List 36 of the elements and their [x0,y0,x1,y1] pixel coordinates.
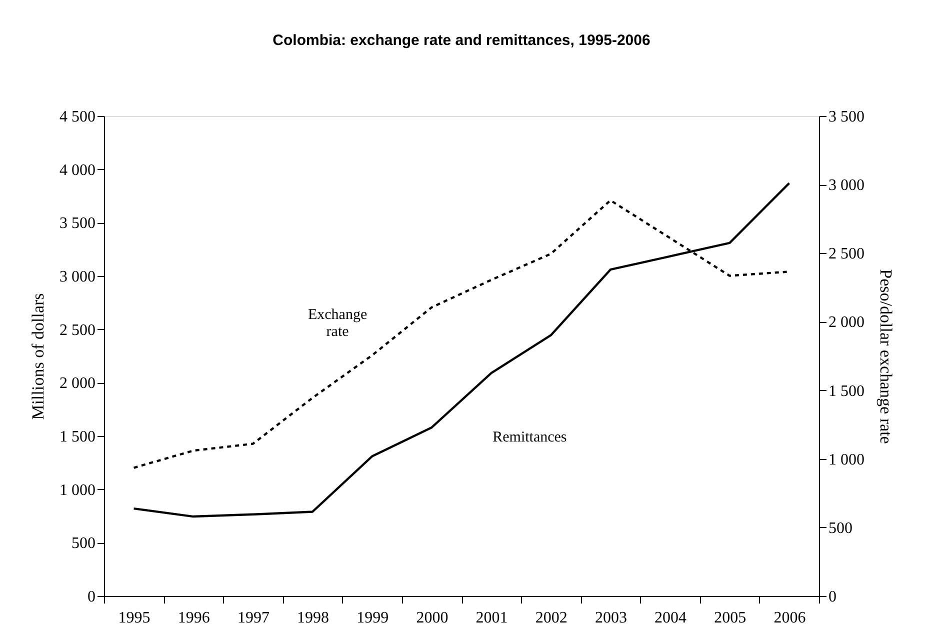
x-tick-label: 2005 [714,610,746,626]
y-tick-label: 2 000 [60,375,96,392]
x-tick-label: 2006 [774,610,806,626]
y-tick-label: 4 500 [60,108,96,126]
x-tick-label: 1998 [297,610,330,626]
x-tick-label: 1995 [118,610,150,626]
y2-tick-label: 1 500 [828,382,864,400]
y2-tick-label: 2 500 [828,246,864,263]
y2-tick-label: 0 [828,588,836,606]
y2-axis-title: Peso/dollar exchange rate [876,269,896,444]
y-tick-label: 4 000 [60,162,96,179]
x-tick-label: 1999 [356,610,389,626]
y-axis-title: Millions of dollars [28,293,48,420]
y-tick-label: 3 500 [60,215,96,232]
line-series [132,182,790,518]
y2-tick-label: 3 500 [828,108,864,126]
chart-title: Colombia: exchange rate and remittances, 1995-2006 [272,32,650,49]
x-tick-label: 2004 [654,610,687,626]
y-tick-label: 2 500 [60,322,96,339]
x-tick-label: 2001 [476,610,508,626]
y-tick-label: 500 [72,535,96,552]
x-tick-label: 2000 [416,610,448,626]
y2-tick-label: 1 000 [828,451,864,468]
x-tick-label: 2003 [594,610,627,626]
y2-tick-label: 500 [828,520,852,537]
x-tick-label: 2002 [535,610,568,626]
x-tick-label: 1996 [178,610,210,626]
y2-tick-label: 2 000 [828,314,864,332]
series-label: Exchange rate [308,306,368,340]
y-tick-label: 1 500 [60,428,96,446]
x-tick-label: 1997 [237,610,270,626]
y2-tick-label: 3 000 [828,177,864,194]
y-tick-label: 1 000 [60,482,96,499]
y-tick-label: 3 000 [60,268,96,286]
y-tick-label: 0 [88,588,96,606]
text: Remittances [492,429,567,446]
